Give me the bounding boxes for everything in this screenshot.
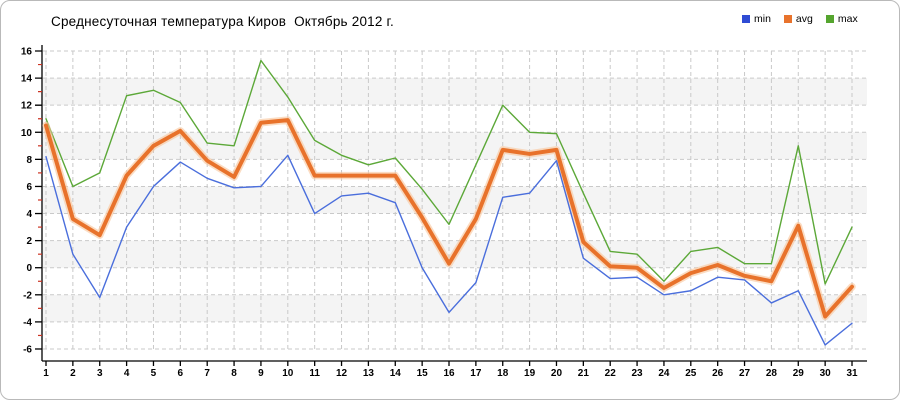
x-tick-label: 3	[97, 368, 103, 379]
legend-item-min: min	[742, 13, 771, 25]
plot-band	[43, 294, 867, 322]
x-tick-label: 24	[658, 368, 670, 379]
x-tick-label: 29	[793, 368, 805, 379]
x-tick-label: 25	[685, 368, 697, 379]
x-tick-label: 4	[124, 368, 130, 379]
y-tick-label: 10	[21, 128, 33, 139]
y-tick-label: 4	[26, 209, 32, 220]
x-tick-label: 16	[443, 368, 455, 379]
gridlines	[43, 50, 867, 350]
x-ticks: 1 2 3 4 5 6 7 8 9 10 11 12 13 14 15 16 17 18 19 20 21 22 23 24 2…	[43, 361, 858, 379]
x-tick-label: 17	[470, 368, 482, 379]
x-tick-label: 20	[551, 368, 563, 379]
x-tick-label: 30	[820, 368, 832, 379]
y-tick-label: -4	[23, 317, 32, 328]
y-tick-label: 2	[26, 236, 32, 247]
legend-item-avg: avg	[783, 13, 813, 25]
x-tick-label: 22	[605, 368, 617, 379]
x-tick-label: 1	[43, 368, 49, 379]
y-tick-label: 14	[21, 74, 33, 85]
max-line	[45, 59, 853, 285]
legend: min avg max	[742, 13, 858, 25]
x-tick-label: 15	[417, 368, 429, 379]
x-tick-label: 21	[578, 368, 590, 379]
x-tick-label: 13	[363, 368, 375, 379]
x-tick-label: 9	[258, 368, 264, 379]
plot-bands	[43, 78, 867, 322]
y-tick-label: 16	[21, 47, 33, 58]
y-tick-label: -2	[23, 290, 32, 301]
x-tick-label: 12	[336, 368, 348, 379]
min-swatch-icon	[742, 15, 750, 23]
x-tick-label: 27	[739, 368, 751, 379]
x-tick-label: 2	[70, 368, 76, 379]
legend-item-max: max	[825, 13, 858, 25]
y-tick-label: 8	[26, 155, 32, 166]
y-tick-label: 0	[26, 263, 32, 274]
x-tick-label: 6	[178, 368, 184, 379]
min-line	[45, 154, 853, 346]
x-tick-label: 18	[497, 368, 509, 379]
x-tick-label: 28	[766, 368, 778, 379]
legend-label-min: min	[754, 13, 771, 25]
x-tick-label: 19	[524, 368, 536, 379]
x-tick-label: 31	[846, 368, 858, 379]
max-swatch-icon	[825, 15, 834, 23]
x-tick-label: 5	[151, 368, 157, 379]
x-tick-label: 10	[282, 368, 294, 379]
y-tick-label: 12	[21, 101, 33, 112]
y-tick-label: -6	[23, 344, 32, 355]
avg-swatch-icon	[783, 15, 792, 23]
chart-title: Среднесуточная температура Киров Октябрь…	[51, 14, 394, 29]
x-tick-label: 14	[390, 368, 402, 379]
x-tick-label: 7	[204, 368, 210, 379]
y-tick-label: 6	[26, 182, 32, 193]
legend-label-max: max	[837, 13, 858, 25]
plot-band	[43, 78, 867, 106]
x-tick-label: 11	[309, 368, 320, 379]
avg-line	[44, 118, 855, 319]
x-tick-label: 8	[231, 368, 237, 379]
x-tick-label: 26	[712, 368, 724, 379]
y-ticks: 16 14 12 10 8 6 4 2 0 -2 -4 -6	[21, 47, 42, 355]
legend-label-avg: avg	[795, 13, 813, 25]
x-tick-label: 23	[632, 368, 644, 379]
